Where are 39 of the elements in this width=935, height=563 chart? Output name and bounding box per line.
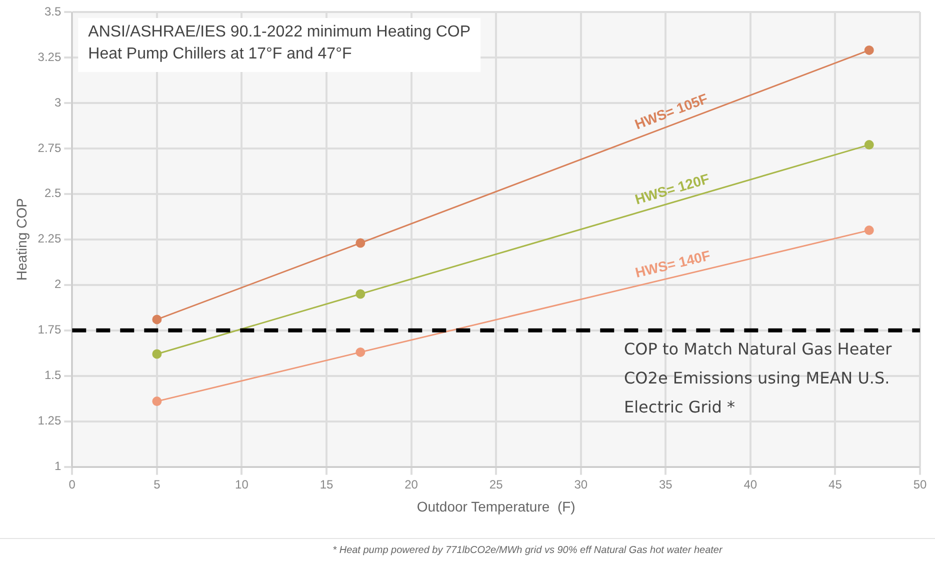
y-tick-label: 2.25 xyxy=(38,232,62,246)
y-tick-label: 2.5 xyxy=(44,186,62,200)
x-tick-label: 0 xyxy=(68,477,76,492)
y-tick-label: 3 xyxy=(54,95,62,110)
point xyxy=(356,289,366,299)
text: * Heat pump powered by 771lbCO2e/MWh grid vs 90% eff Natural Gas hot water heater xyxy=(0,538,935,556)
point xyxy=(864,45,874,55)
x-tick-label: 50 xyxy=(913,477,927,492)
point xyxy=(864,226,874,236)
x-tick-label: 5 xyxy=(154,477,161,492)
y-tick-label: 1 xyxy=(54,459,62,474)
y-tick-label: 3.25 xyxy=(38,50,62,64)
x-tick-label: 15 xyxy=(320,477,334,492)
y-tick-label: 3.5 xyxy=(44,4,62,18)
y-tick-label: 2 xyxy=(54,277,62,292)
x-tick-label: 45 xyxy=(828,477,842,492)
x-tick-label: 30 xyxy=(574,477,588,492)
text: HWS= 140F xyxy=(634,247,712,281)
ref-line-label: COP to Match Natural Gas Heater CO2e Emissions using MEAN U.S. Electric Grid * xyxy=(624,340,892,417)
point xyxy=(356,238,366,248)
point xyxy=(152,349,162,359)
text: HWS= 120F xyxy=(633,170,712,208)
y-tick-label: 2.75 xyxy=(38,140,62,155)
point xyxy=(152,314,162,324)
x-tick-label: 40 xyxy=(744,477,758,492)
y-tick-label: 1.25 xyxy=(38,414,62,428)
x-axis-title: Outdoor Temperature (F) xyxy=(416,498,576,514)
text: HWS= 105F xyxy=(632,90,710,132)
point xyxy=(152,396,162,406)
y-tick-label: 1.75 xyxy=(38,322,62,337)
x-tick-label: 25 xyxy=(489,477,504,492)
x-tick-label: 20 xyxy=(404,477,418,492)
point xyxy=(356,347,366,357)
text: ANSI/ASHRAE/IES 90.1-2022 minimum Heating COP Heat Pump Chillers at 17°F and 47°F xyxy=(88,23,471,62)
y-tick-label: 1.5 xyxy=(44,368,62,382)
point xyxy=(864,140,874,150)
x-tick-label: 10 xyxy=(235,477,249,492)
y-axis-title: Heating COP xyxy=(13,198,30,281)
x-tick-label: 35 xyxy=(658,477,673,492)
